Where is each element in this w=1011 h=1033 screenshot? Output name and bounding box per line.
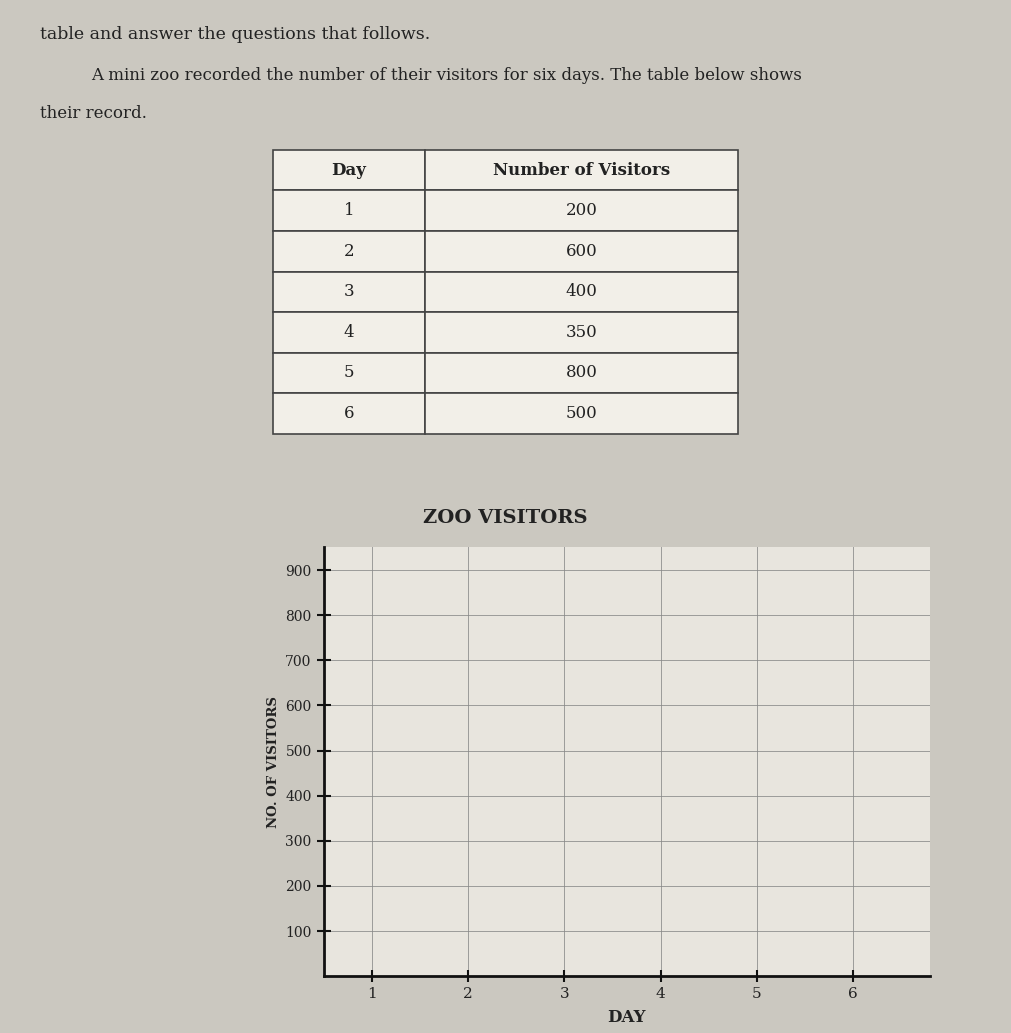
- Text: 5: 5: [344, 365, 354, 381]
- Text: their record.: their record.: [40, 105, 148, 122]
- Bar: [425, 231, 738, 272]
- Text: Day: Day: [332, 161, 366, 179]
- Bar: [273, 312, 425, 352]
- Bar: [425, 394, 738, 434]
- Y-axis label: NO. OF VISITORS: NO. OF VISITORS: [267, 696, 280, 827]
- Bar: [273, 190, 425, 231]
- Bar: [425, 190, 738, 231]
- Text: ZOO VISITORS: ZOO VISITORS: [424, 509, 587, 527]
- Bar: [425, 352, 738, 394]
- Text: 500: 500: [565, 405, 598, 422]
- Text: 800: 800: [565, 365, 598, 381]
- X-axis label: DAY: DAY: [608, 1009, 646, 1026]
- Bar: [425, 312, 738, 352]
- Text: 400: 400: [565, 283, 598, 301]
- Text: 1: 1: [344, 202, 354, 219]
- Bar: [273, 352, 425, 394]
- Text: 6: 6: [344, 405, 354, 422]
- Bar: [425, 272, 738, 312]
- Text: 4: 4: [344, 324, 354, 341]
- Text: Number of Visitors: Number of Visitors: [492, 161, 670, 179]
- Bar: [273, 231, 425, 272]
- Bar: [273, 394, 425, 434]
- Text: 200: 200: [565, 202, 598, 219]
- Bar: [273, 272, 425, 312]
- Text: A mini zoo recorded the number of their visitors for six days. The table below s: A mini zoo recorded the number of their …: [91, 67, 802, 84]
- Bar: [425, 150, 738, 190]
- Text: table and answer the questions that follows.: table and answer the questions that foll…: [40, 26, 431, 42]
- Text: 2: 2: [344, 243, 354, 259]
- Text: 3: 3: [344, 283, 354, 301]
- Text: 350: 350: [565, 324, 598, 341]
- Bar: [273, 150, 425, 190]
- Text: 600: 600: [565, 243, 598, 259]
